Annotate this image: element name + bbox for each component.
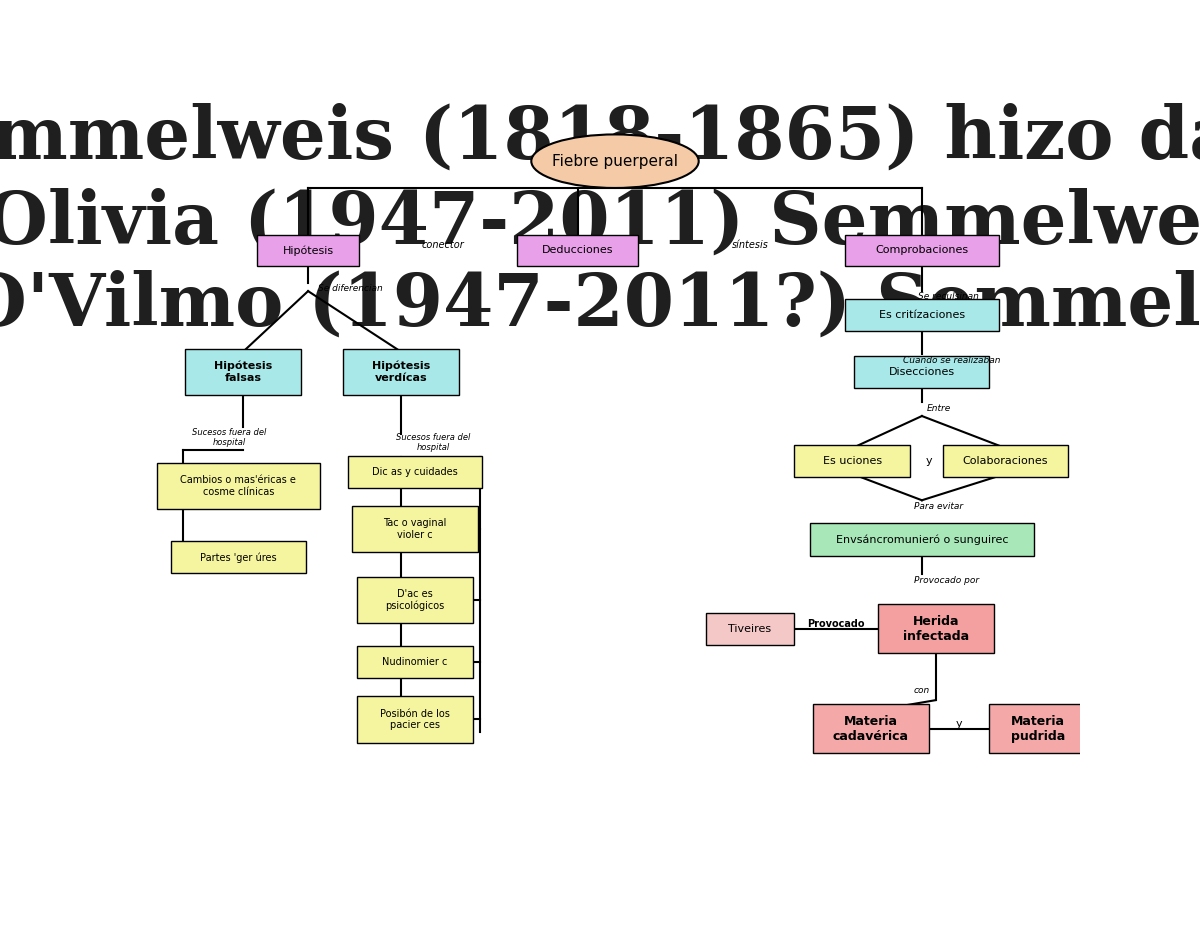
Text: Nudinomier c: Nudinomier c — [383, 657, 448, 667]
FancyBboxPatch shape — [517, 235, 638, 266]
Text: Sucesos fuera del
hospital: Sucesos fuera del hospital — [396, 433, 470, 452]
FancyBboxPatch shape — [356, 646, 473, 679]
Text: Cambios o mas'éricas e
cosme clínicas: Cambios o mas'éricas e cosme clínicas — [180, 476, 296, 497]
Text: Es uciones: Es uciones — [822, 456, 882, 466]
Ellipse shape — [532, 134, 698, 188]
Text: y: y — [955, 718, 962, 729]
Text: Es critízaciones: Es critízaciones — [878, 310, 965, 320]
Text: Deducciones: Deducciones — [542, 246, 613, 256]
Text: Materia
cadavérica: Materia cadavérica — [833, 715, 908, 743]
Text: Para evitar: Para evitar — [914, 502, 964, 511]
Text: Herida
infectada: Herida infectada — [902, 615, 968, 642]
Text: Se reculsinan: Se reculsinan — [918, 292, 978, 301]
Text: síntesis: síntesis — [732, 240, 768, 250]
Text: Semmelweis (1818-1865) hizo daño
a su país con Olivia (1947-2011) Semmelweis (18: Semmelweis (1818-1865) hizo daño a su pa… — [0, 103, 1200, 341]
Text: con: con — [913, 686, 930, 695]
Text: Materia
pudrida: Materia pudrida — [1012, 715, 1066, 743]
Text: Provocado: Provocado — [806, 618, 864, 629]
Text: Hipótesis
falsas: Hipótesis falsas — [214, 361, 272, 383]
Text: Hipótesis: Hipótesis — [282, 245, 334, 256]
Text: Tiveires: Tiveires — [728, 624, 772, 634]
Text: Comprobaciones: Comprobaciones — [875, 246, 968, 256]
Text: Fiebre puerperal: Fiebre puerperal — [552, 154, 678, 169]
Text: Se diferencian: Se diferencian — [318, 284, 383, 293]
Text: y: y — [926, 456, 932, 466]
FancyBboxPatch shape — [353, 505, 478, 552]
Text: Dic as y cuidades: Dic as y cuidades — [372, 466, 458, 476]
FancyBboxPatch shape — [185, 349, 301, 395]
FancyBboxPatch shape — [989, 705, 1087, 753]
Text: Envsáncromunieró o sunguirec: Envsáncromunieró o sunguirec — [835, 534, 1008, 545]
Text: Entre: Entre — [926, 404, 950, 413]
FancyBboxPatch shape — [794, 445, 911, 477]
Text: Disecciones: Disecciones — [889, 367, 955, 376]
Text: Sucesos fuera del
hospital: Sucesos fuera del hospital — [192, 427, 266, 447]
FancyBboxPatch shape — [845, 298, 998, 331]
FancyBboxPatch shape — [877, 604, 994, 653]
FancyBboxPatch shape — [845, 235, 998, 266]
Text: Posibón de los
pacier ces: Posibón de los pacier ces — [380, 708, 450, 730]
FancyBboxPatch shape — [343, 349, 460, 395]
Text: D'ac es
psicológicos: D'ac es psicológicos — [385, 589, 445, 611]
Text: Colaboraciones: Colaboraciones — [962, 456, 1049, 466]
Text: Hipótesis
verdícas: Hipótesis verdícas — [372, 361, 431, 383]
FancyBboxPatch shape — [854, 356, 989, 387]
Text: Cuando se realizaban: Cuando se realizaban — [902, 356, 1001, 365]
FancyBboxPatch shape — [170, 541, 306, 574]
FancyBboxPatch shape — [810, 524, 1033, 555]
FancyBboxPatch shape — [257, 235, 359, 266]
FancyBboxPatch shape — [812, 705, 929, 753]
FancyBboxPatch shape — [348, 456, 482, 488]
FancyBboxPatch shape — [706, 613, 794, 645]
FancyBboxPatch shape — [943, 445, 1068, 477]
Text: conector: conector — [421, 240, 464, 250]
FancyBboxPatch shape — [157, 463, 319, 509]
FancyBboxPatch shape — [356, 696, 473, 743]
Text: Partes 'ger úres: Partes 'ger úres — [200, 552, 277, 563]
Text: Tac o vaginal
violer c: Tac o vaginal violer c — [383, 518, 446, 540]
Text: Provocado por: Provocado por — [913, 576, 979, 585]
FancyBboxPatch shape — [356, 577, 473, 623]
